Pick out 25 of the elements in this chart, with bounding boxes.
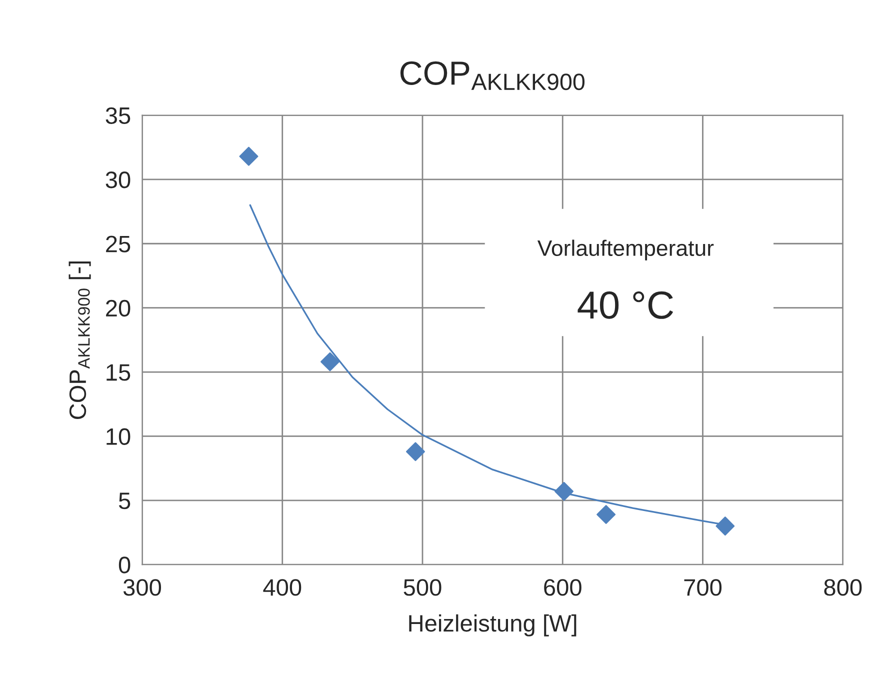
y-tick-label: 20 [106, 300, 130, 317]
y-tick-label: 30 [106, 172, 130, 188]
annotation: Vorlauftemperatur [537, 240, 714, 260]
x-tick-label: 300 [123, 579, 162, 596]
x-axis-title: Heizleistung [W] [409, 614, 576, 636]
point [239, 146, 258, 166]
annotation: 40 °C [578, 291, 674, 319]
point [554, 482, 574, 501]
point [716, 516, 735, 536]
y-tick-label: 15 [106, 364, 130, 381]
x-tick-label: 400 [263, 579, 302, 596]
chart-title: COP$_{AKLKK900}$ [400, 61, 585, 90]
x-tick-label: 500 [404, 579, 442, 596]
y-tick-label: 0 [118, 556, 130, 574]
x-tick-label: 800 [824, 579, 862, 596]
y-tick-label: 25 [106, 236, 130, 252]
y-tick-label: 10 [106, 428, 130, 445]
point [406, 442, 425, 462]
point [320, 352, 340, 372]
x-tick-label: 700 [684, 579, 722, 596]
y-axis-title: COP$_{AKLKK900}$ [-] [68, 261, 91, 419]
y-tick-label: 5 [118, 492, 130, 510]
x-tick-label: 600 [544, 579, 582, 596]
point [596, 505, 616, 524]
y-tick-label: 35 [106, 107, 130, 124]
